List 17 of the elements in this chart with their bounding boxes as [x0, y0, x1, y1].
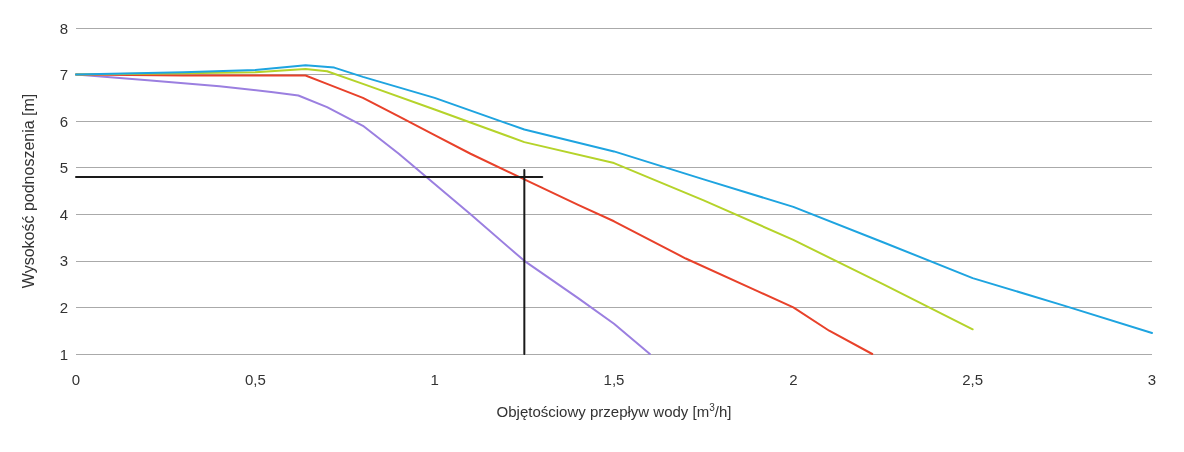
x-tick-label: 1,5: [603, 371, 625, 388]
y-tick-label: 4: [59, 205, 68, 223]
x-tick-label: 3: [1147, 371, 1157, 388]
x-tick-label: 0,5: [244, 371, 266, 388]
y-tick-label: 6: [59, 112, 68, 130]
y-tick-label: 3: [59, 252, 68, 270]
y-tick-label: 1: [59, 345, 68, 363]
x-tick-label: 0: [71, 371, 81, 388]
x-tick-label: 2: [789, 371, 798, 388]
x-tick-label: 2,5: [962, 371, 984, 388]
x-tick-label: 1: [430, 371, 439, 388]
y-tick-label: 2: [59, 298, 68, 316]
y-axis-title: Wysokość podnoszenia [m]: [19, 93, 37, 289]
y-tick-label: 7: [59, 66, 68, 84]
y-tick-label: 5: [59, 159, 68, 177]
y-tick-label: 8: [59, 19, 68, 37]
line-series: [75, 64, 1153, 335]
